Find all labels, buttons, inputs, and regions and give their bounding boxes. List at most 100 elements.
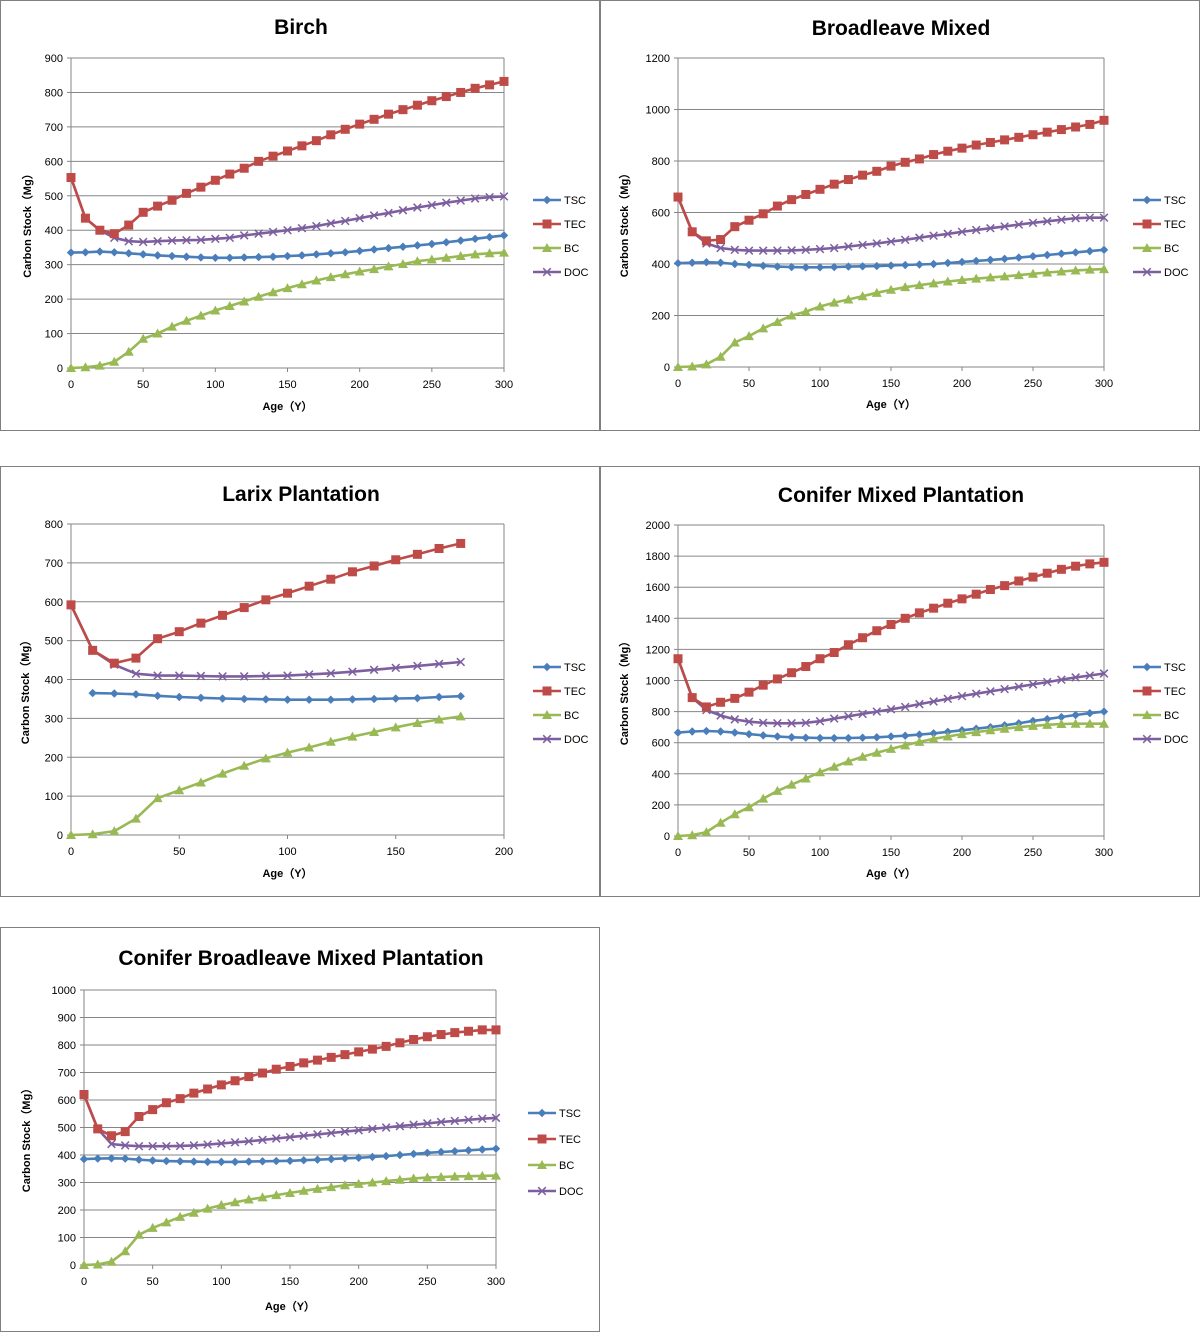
legend: TSC TEC BC DOC xyxy=(533,662,589,746)
data-point-tsc xyxy=(175,692,184,702)
data-point-tec xyxy=(355,119,365,129)
data-point-tec xyxy=(758,209,768,219)
x-tick-label: 150 xyxy=(882,847,900,859)
y-tick-label: 300 xyxy=(45,713,63,725)
data-point-tsc xyxy=(716,727,725,736)
data-point-bc xyxy=(455,711,466,721)
data-point-tec xyxy=(943,598,953,608)
x-tick-label: 50 xyxy=(743,847,755,859)
data-point-bc xyxy=(436,1172,447,1181)
data-point-doc xyxy=(801,245,811,255)
y-tick-label: 0 xyxy=(57,830,63,842)
data-point-bc xyxy=(900,282,911,292)
data-point-doc xyxy=(787,718,796,728)
y-tick-label: 1200 xyxy=(646,644,670,656)
legend-label-bc: BC xyxy=(1164,710,1179,722)
data-point-bc xyxy=(455,251,466,261)
data-point-doc xyxy=(929,231,938,241)
data-point-tsc xyxy=(1071,710,1080,720)
data-point-doc xyxy=(971,689,981,699)
data-point-tec xyxy=(326,1052,336,1062)
data-point-tec xyxy=(441,92,451,102)
data-point-tsc xyxy=(1071,248,1080,257)
data-point-bc xyxy=(1084,718,1095,728)
data-point-tec xyxy=(829,648,839,658)
y-tick-label: 700 xyxy=(58,1068,76,1080)
data-point-tsc xyxy=(369,245,379,254)
legend-label-doc: DOC xyxy=(564,267,589,279)
data-point-bc xyxy=(79,1260,89,1269)
data-point-bc xyxy=(94,360,105,370)
data-point-bc xyxy=(985,272,996,282)
data-point-bc xyxy=(1013,270,1024,280)
data-point-tec xyxy=(138,207,148,217)
data-point-bc xyxy=(715,817,726,827)
data-point-tec xyxy=(957,143,967,153)
data-point-doc xyxy=(915,233,924,243)
data-point-bc xyxy=(1099,264,1109,274)
series-tec xyxy=(79,1025,501,1141)
data-point-doc xyxy=(900,702,910,712)
data-point-tsc xyxy=(673,728,683,737)
data-point-bc xyxy=(66,363,76,372)
x-tick-label: 100 xyxy=(206,379,224,391)
data-point-bc xyxy=(701,359,712,369)
data-point-tsc xyxy=(297,251,307,260)
data-point-bc xyxy=(843,294,854,304)
y-tick-label: 500 xyxy=(45,636,63,648)
data-point-bc xyxy=(491,1170,501,1180)
legend-label-bc: BC xyxy=(1164,243,1179,255)
data-point-tsc xyxy=(395,1150,405,1160)
data-point-tsc xyxy=(886,261,896,270)
data-point-bc xyxy=(942,276,953,286)
data-point-tec xyxy=(283,588,292,598)
data-point-tsc xyxy=(1099,245,1109,255)
legend-label-doc: DOC xyxy=(559,1186,584,1198)
data-point-tec xyxy=(299,1058,309,1068)
data-point-tsc xyxy=(413,241,422,250)
data-point-bc xyxy=(914,280,925,290)
data-point-tec xyxy=(886,620,896,630)
data-point-tec xyxy=(772,201,782,211)
legend-marker-tec xyxy=(537,1134,547,1144)
legend-label-bc: BC xyxy=(559,1160,574,1172)
data-point-bc xyxy=(326,1182,337,1192)
legend-marker-doc xyxy=(537,1186,547,1196)
data-point-tsc xyxy=(398,242,408,251)
data-point-bc xyxy=(152,793,163,803)
data-point-doc xyxy=(450,1116,460,1126)
data-point-tec xyxy=(93,1124,103,1134)
data-point-bc xyxy=(441,252,452,262)
data-point-tec xyxy=(167,195,177,205)
data-point-tsc xyxy=(254,252,263,262)
data-point-tec xyxy=(1071,561,1081,571)
data-point-doc xyxy=(254,229,263,238)
data-point-tsc xyxy=(299,1156,308,1165)
data-point-tsc xyxy=(313,1155,322,1164)
data-point-doc xyxy=(391,663,401,673)
legend-marker-tec xyxy=(542,219,552,229)
data-point-bc xyxy=(942,731,953,741)
series-tsc xyxy=(88,688,465,704)
data-point-tsc xyxy=(759,261,768,271)
data-point-bc xyxy=(701,827,712,837)
data-point-tsc xyxy=(1014,253,1023,262)
data-point-tsc xyxy=(901,731,910,740)
data-point-doc xyxy=(716,243,725,253)
data-point-doc xyxy=(244,1136,254,1146)
data-point-tsc xyxy=(285,1156,295,1165)
chart-larix-plantation: Larix Plantation010020030040050060070080… xyxy=(19,483,589,880)
data-point-tsc xyxy=(189,1157,199,1166)
data-point-bc xyxy=(871,747,882,757)
y-tick-label: 1000 xyxy=(646,105,670,117)
data-point-tec xyxy=(1099,115,1109,125)
y-axis-label: Carbon Stock（Mg） xyxy=(618,636,631,745)
data-point-bc xyxy=(285,1187,295,1197)
data-point-tec xyxy=(1056,564,1066,574)
data-point-tec xyxy=(88,645,98,655)
data-point-doc xyxy=(312,221,321,231)
data-point-bc xyxy=(282,283,293,293)
data-point-bc xyxy=(800,306,811,316)
data-point-tsc xyxy=(773,732,782,741)
data-point-tsc xyxy=(326,249,335,258)
